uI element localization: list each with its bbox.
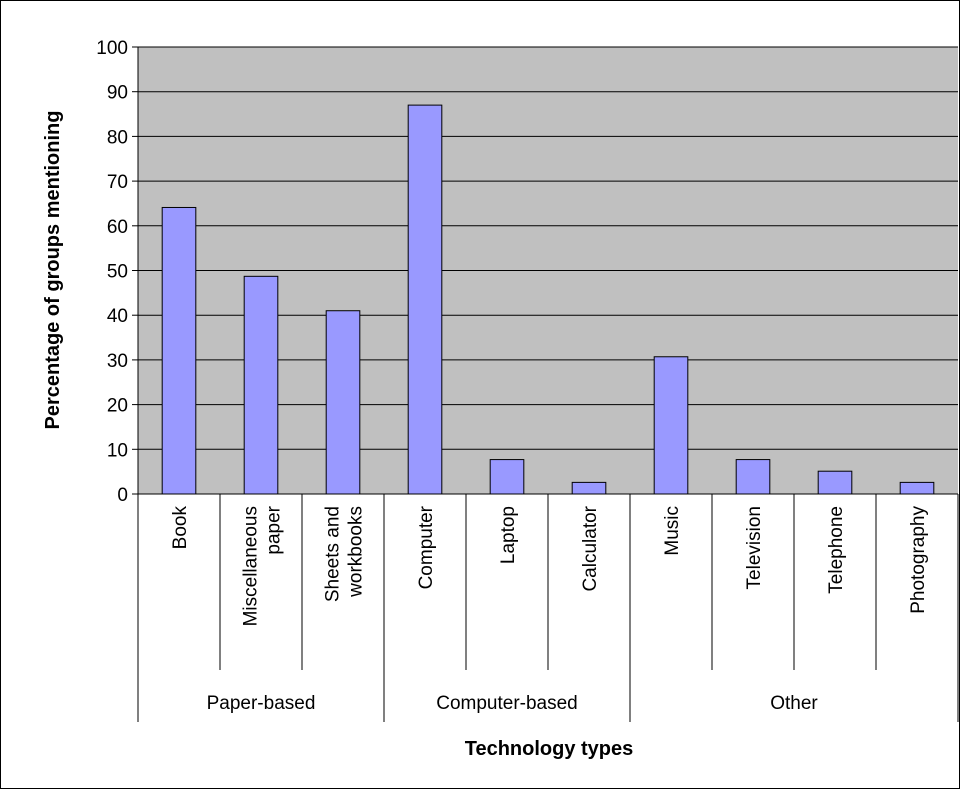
y-tick-label: 50 [107, 262, 128, 283]
category-label: Telephone [826, 506, 847, 594]
category-label: paper [264, 505, 285, 554]
bar [325, 310, 361, 495]
y-tick-label: 80 [107, 127, 128, 148]
bar [407, 104, 443, 495]
bar [243, 275, 279, 495]
category-label: Book [170, 506, 191, 550]
category-label: Music [662, 506, 683, 556]
category-label: Computer [416, 505, 437, 589]
group-label: Paper-based [207, 693, 316, 714]
bar [899, 481, 935, 495]
bar [653, 356, 689, 495]
category-label: Photography [908, 506, 929, 614]
y-tick-label: 100 [96, 38, 128, 59]
y-tick-label: 10 [107, 440, 128, 461]
bar [735, 459, 771, 495]
y-axis-title: Percentage of groups mentioning [42, 111, 64, 430]
y-tick-label: 20 [107, 396, 128, 417]
category-label: Miscellaneous [241, 506, 262, 626]
y-tick-label: 90 [107, 83, 128, 104]
bar [817, 470, 853, 495]
x-axis: Book Miscellaneous paper Sheets and workbook… [137, 493, 959, 722]
bar [489, 459, 525, 495]
x-axis-title: Technology types [465, 738, 634, 760]
category-label: Calculator [580, 505, 601, 591]
bar [571, 481, 607, 495]
y-tick-label: 30 [107, 351, 128, 372]
bars [161, 104, 935, 495]
y-tick-label: 70 [107, 172, 128, 193]
group-label: Computer-based [436, 693, 578, 714]
category-label: Television [744, 506, 765, 589]
category-label: workbooks [346, 506, 367, 598]
bar [161, 206, 197, 495]
category-label: Laptop [498, 506, 519, 564]
category-label: Sheets and [323, 506, 344, 602]
y-tick-label: 40 [107, 306, 128, 327]
group-label: Other [770, 693, 818, 714]
y-axis: 0 10 20 30 40 50 60 70 80 90 100 [96, 38, 139, 506]
y-tick-label: 0 [117, 485, 128, 506]
y-tick-label: 60 [107, 217, 128, 238]
